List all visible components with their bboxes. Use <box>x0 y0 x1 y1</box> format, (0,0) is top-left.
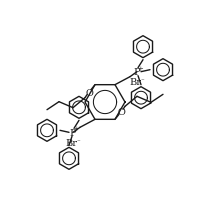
Text: O: O <box>117 107 125 116</box>
Text: P: P <box>134 68 140 77</box>
Text: Br: Br <box>65 138 77 147</box>
Text: ⁻: ⁻ <box>76 139 80 147</box>
Text: O: O <box>85 89 93 98</box>
Text: ⁻: ⁻ <box>140 78 144 86</box>
Text: +: + <box>138 64 143 72</box>
Text: P: P <box>70 128 76 137</box>
Text: +: + <box>74 125 79 133</box>
Text: Br: Br <box>129 78 141 87</box>
